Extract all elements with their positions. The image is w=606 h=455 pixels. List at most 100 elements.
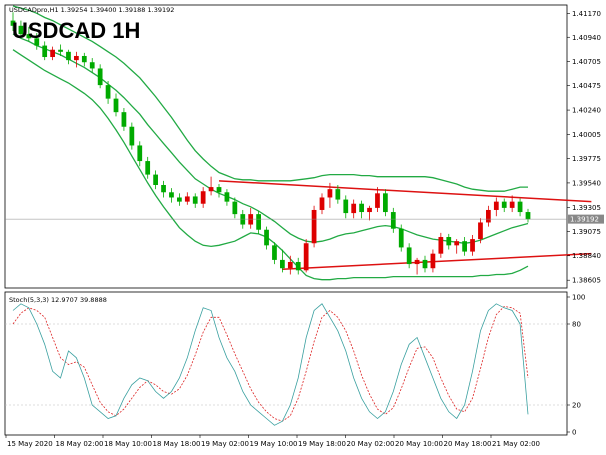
x-tick-label: 20 May 02:00 [347, 440, 395, 448]
x-tick-label: 21 May 02:00 [492, 440, 540, 448]
candle [224, 189, 230, 206]
candle [129, 122, 135, 150]
stochastic-main-line [12, 303, 529, 426]
candle [42, 41, 48, 61]
x-tick-label: 19 May 02:00 [201, 440, 249, 448]
current-price-box-bg [568, 214, 604, 224]
candle [493, 197, 499, 217]
candle [303, 239, 309, 273]
candle-body [192, 196, 198, 204]
candle-body [398, 228, 404, 248]
candle [367, 205, 372, 221]
candle [383, 189, 388, 217]
trendline-1 [218, 180, 592, 203]
price-y-tick-label: 1.41170 [572, 10, 601, 18]
candle-body [81, 55, 87, 63]
stochastic-panel: Stoch(5,3,3) 12.9707 39.8888 100 80 20 0 [4, 291, 585, 437]
candle-body [501, 201, 507, 208]
candle [438, 232, 444, 258]
candle [192, 193, 198, 208]
candle [501, 198, 507, 213]
candle-body [129, 126, 135, 146]
candle [343, 195, 349, 219]
candle-body [430, 253, 436, 269]
candle-body [137, 145, 143, 162]
candle-body [470, 239, 475, 252]
x-tick-label: 19 May 18:00 [298, 440, 346, 448]
candle-body [454, 241, 460, 246]
candle [280, 249, 285, 273]
stochastic-y-tick-label: 80 [572, 321, 581, 329]
x-tick-label: 20 May 10:00 [395, 440, 443, 448]
candle [200, 187, 206, 208]
stochastic-panel-frame [4, 291, 568, 436]
candle-body [383, 193, 388, 213]
candle-body [97, 68, 103, 86]
candle-body [303, 243, 309, 271]
candle-body [18, 25, 24, 35]
candle-body [525, 212, 531, 220]
price-y-tick-label: 1.40005 [572, 131, 601, 139]
candle [137, 141, 143, 167]
candle [264, 226, 269, 250]
candle [462, 237, 467, 256]
candle [295, 257, 301, 275]
candle-body [42, 45, 48, 58]
candle-body [113, 98, 119, 113]
x-tick-label: 18 May 02:00 [56, 440, 104, 448]
candle-body [169, 192, 174, 198]
candle-body [74, 55, 79, 61]
candle [375, 187, 380, 213]
candle-body [517, 201, 523, 213]
candle-body [34, 38, 40, 46]
candle [486, 205, 491, 227]
candle-body [256, 214, 261, 230]
candle-body [26, 34, 32, 39]
candle [10, 12, 16, 32]
candle-body [311, 209, 317, 244]
price-y-axis: 1.41170 1.40940 1.40705 1.40475 1.40240 1.400… [567, 10, 601, 285]
candle [430, 249, 436, 273]
x-tick-label: 18 May 18:00 [153, 440, 201, 448]
candle [74, 51, 79, 68]
candle-body [184, 196, 190, 202]
price-y-tick-label: 1.39075 [572, 228, 601, 236]
candle-body [414, 259, 420, 265]
candle [311, 205, 317, 248]
price-y-tick-label: 1.39540 [572, 179, 601, 187]
candle [351, 199, 357, 219]
candle [319, 193, 325, 215]
candle-body [121, 112, 127, 127]
current-price-box: 1.39192 [568, 214, 604, 224]
candle-body [509, 201, 515, 208]
candle [18, 20, 24, 38]
candle [216, 183, 222, 198]
candle [525, 208, 531, 223]
price-y-tick-label: 1.40240 [572, 107, 601, 115]
candle [335, 184, 341, 204]
current-price-label: 1.39192 [570, 216, 599, 224]
x-tick-label: 19 May 10:00 [250, 440, 298, 448]
price-y-tick-label: 1.40475 [572, 82, 601, 90]
candle [184, 192, 190, 205]
chart-title: USDCAD 1H [12, 18, 140, 43]
candle [153, 170, 158, 190]
candle [208, 176, 214, 196]
candle-body [200, 191, 206, 204]
stochastic-y-tick-label: 100 [572, 294, 585, 302]
candle-body [264, 229, 269, 246]
bollinger-upper-line [12, 5, 528, 192]
candle-body [287, 261, 293, 269]
candle [161, 180, 166, 198]
candle-body [375, 193, 380, 208]
price-y-tick-label: 1.40705 [572, 58, 601, 66]
candle-body [462, 241, 467, 252]
candle [26, 26, 32, 42]
candle-body [66, 51, 71, 61]
stochastic-y-axis: 100 80 20 0 [567, 294, 585, 437]
candle [169, 188, 174, 203]
candle [177, 193, 182, 206]
candle-body [446, 237, 452, 246]
candle-body [295, 261, 301, 271]
x-tick-label: 20 May 18:00 [444, 440, 492, 448]
